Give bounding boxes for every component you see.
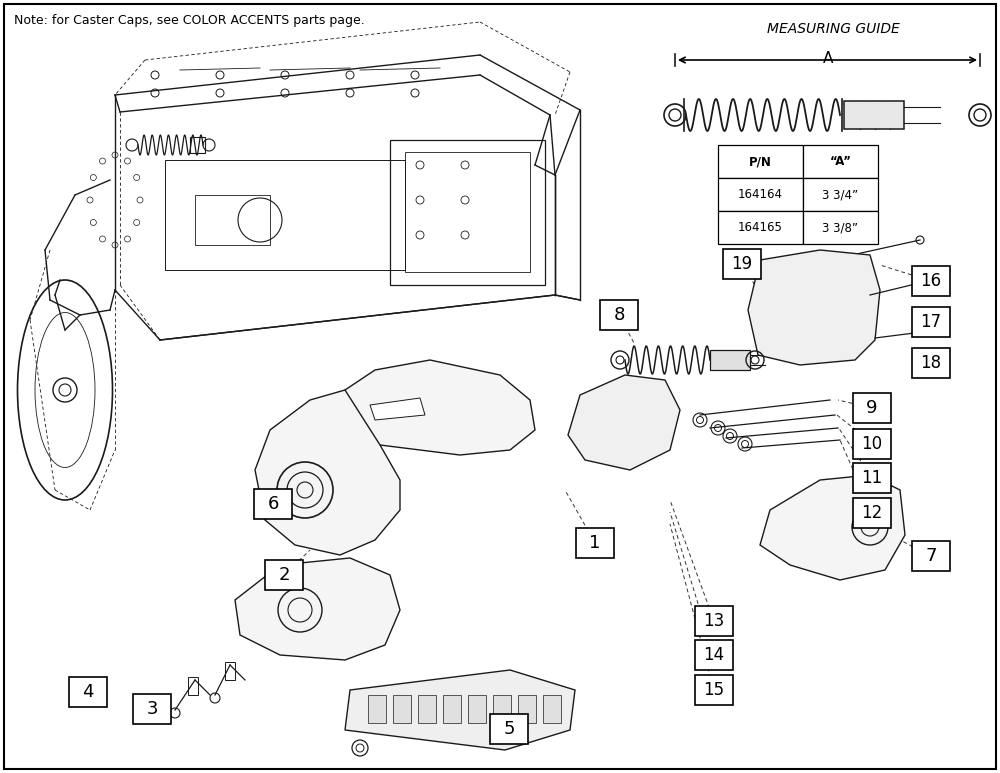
- Text: 1: 1: [589, 534, 601, 552]
- Bar: [368, 695, 386, 723]
- Text: 13: 13: [703, 612, 725, 630]
- Text: 11: 11: [861, 469, 883, 487]
- Bar: [844, 101, 904, 129]
- Text: 6: 6: [267, 495, 279, 513]
- Text: 15: 15: [703, 681, 725, 699]
- Polygon shape: [345, 670, 575, 750]
- Bar: [803, 145, 878, 178]
- Text: MEASURING GUIDE: MEASURING GUIDE: [767, 22, 899, 36]
- Bar: [718, 145, 803, 178]
- Text: 164165: 164165: [738, 221, 783, 234]
- Bar: [695, 640, 733, 670]
- Bar: [405, 152, 530, 272]
- Text: “A”: “A”: [830, 155, 852, 168]
- Bar: [695, 675, 733, 705]
- Bar: [600, 300, 638, 330]
- Bar: [468, 695, 486, 723]
- Bar: [912, 266, 950, 296]
- Bar: [853, 393, 891, 423]
- Polygon shape: [345, 360, 535, 455]
- Text: 14: 14: [703, 646, 725, 664]
- Bar: [254, 489, 292, 519]
- Text: 16: 16: [920, 272, 942, 290]
- Text: 3 3/8”: 3 3/8”: [822, 221, 858, 234]
- Text: 2: 2: [278, 566, 290, 584]
- Bar: [518, 695, 536, 723]
- Text: 10: 10: [861, 435, 883, 453]
- Text: 18: 18: [920, 354, 942, 372]
- Bar: [576, 528, 614, 558]
- Bar: [393, 695, 411, 723]
- Bar: [225, 662, 235, 680]
- Bar: [195, 195, 270, 245]
- Bar: [695, 606, 733, 636]
- Polygon shape: [235, 558, 400, 660]
- Bar: [443, 695, 461, 723]
- Bar: [165, 160, 405, 270]
- Bar: [490, 714, 528, 744]
- Bar: [853, 463, 891, 493]
- Bar: [718, 178, 803, 211]
- Bar: [803, 211, 878, 244]
- Bar: [718, 211, 803, 244]
- Text: 3 3/4”: 3 3/4”: [822, 188, 859, 201]
- Text: 7: 7: [925, 547, 937, 565]
- Bar: [853, 498, 891, 528]
- Bar: [912, 348, 950, 378]
- Text: Note: for Caster Caps, see COLOR ACCENTS parts page.: Note: for Caster Caps, see COLOR ACCENTS…: [14, 14, 365, 27]
- Bar: [418, 695, 436, 723]
- Text: 164164: 164164: [738, 188, 783, 201]
- Bar: [190, 137, 205, 153]
- Bar: [69, 677, 107, 707]
- Text: 8: 8: [613, 306, 625, 324]
- Text: A: A: [823, 51, 833, 66]
- Bar: [188, 677, 198, 695]
- Text: P/N: P/N: [749, 155, 772, 168]
- Polygon shape: [760, 475, 905, 580]
- Bar: [265, 560, 303, 590]
- Polygon shape: [370, 398, 425, 420]
- Text: 19: 19: [731, 255, 753, 273]
- Text: 4: 4: [82, 683, 94, 701]
- Bar: [710, 350, 750, 370]
- Bar: [912, 307, 950, 337]
- Text: 9: 9: [866, 399, 878, 417]
- Bar: [493, 695, 511, 723]
- Bar: [133, 694, 171, 724]
- Bar: [723, 249, 761, 279]
- Text: 12: 12: [861, 504, 883, 522]
- Text: 17: 17: [920, 313, 942, 331]
- Bar: [390, 140, 545, 285]
- Text: 5: 5: [503, 720, 515, 738]
- Bar: [912, 541, 950, 571]
- Polygon shape: [568, 375, 680, 470]
- Bar: [853, 429, 891, 459]
- Polygon shape: [255, 390, 400, 555]
- Text: 3: 3: [146, 700, 158, 718]
- Bar: [543, 695, 561, 723]
- Polygon shape: [748, 250, 880, 365]
- Bar: [803, 178, 878, 211]
